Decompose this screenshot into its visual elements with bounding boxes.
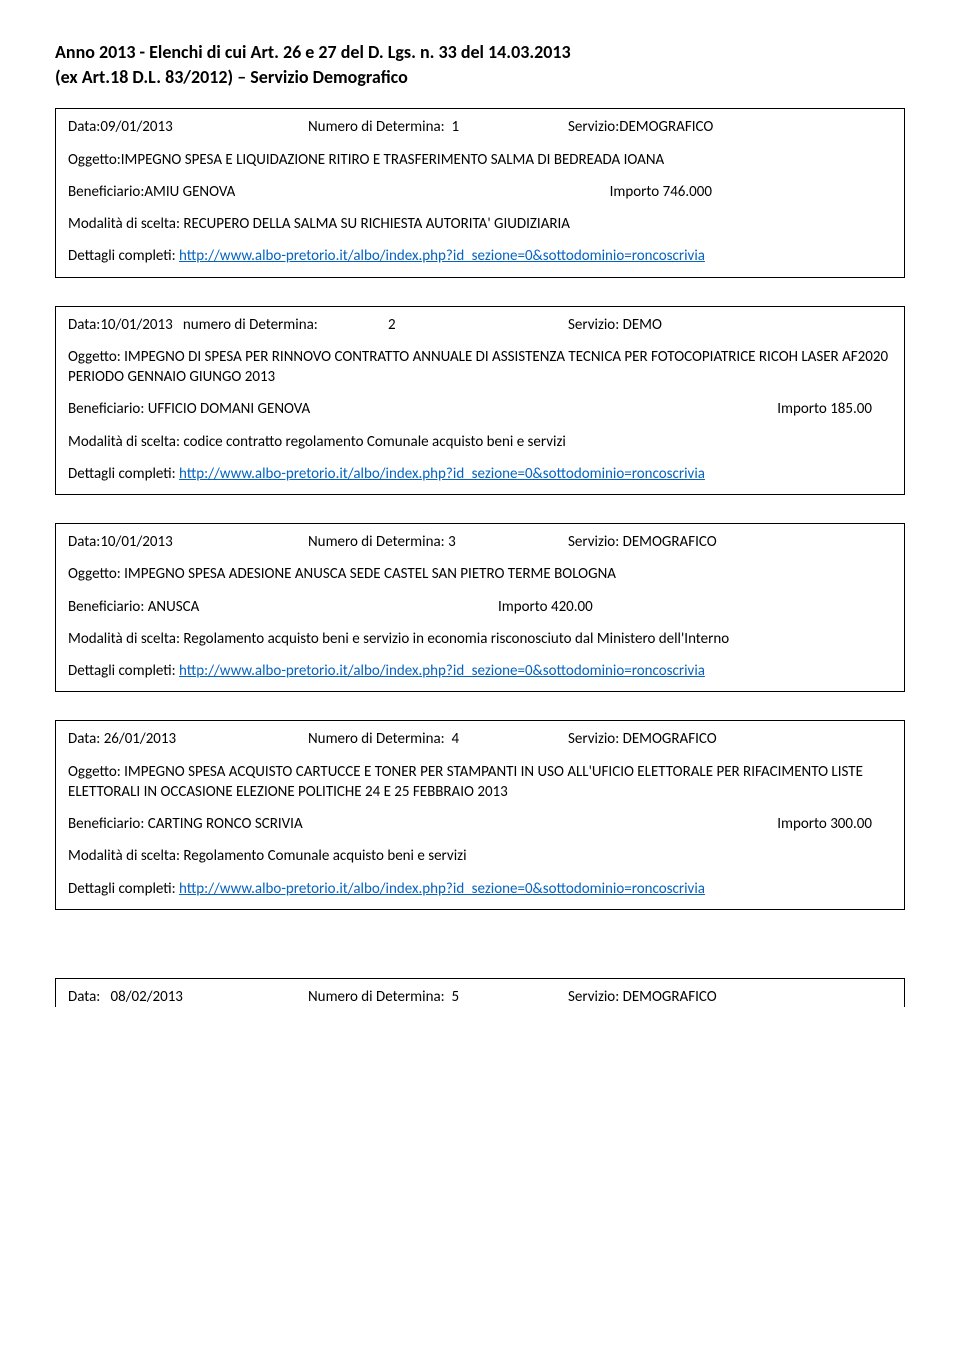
importo: Importo 420.00 bbox=[498, 597, 593, 617]
importo: Importo 185.00 bbox=[777, 399, 892, 419]
determina-num: Numero di Determina: 4 bbox=[308, 729, 568, 749]
modalita: Modalità di scelta: RECUPERO DELLA SALMA… bbox=[68, 214, 892, 234]
dettagli-link[interactable]: http://www.albo-pretorio.it/albo/index.p… bbox=[179, 247, 705, 265]
dettagli: Dettagli completi: http://www.albo-preto… bbox=[68, 246, 892, 266]
modalita: Modalità di scelta: codice contratto reg… bbox=[68, 432, 892, 452]
record-header: Data: 26/01/2013 Numero di Determina: 4 … bbox=[68, 729, 892, 749]
determina-num: Numero di Determina: 1 bbox=[308, 117, 568, 137]
dettagli: Dettagli completi: http://www.albo-preto… bbox=[68, 879, 892, 899]
determina-num: Numero di Determina: 3 bbox=[308, 532, 568, 552]
service: Servizio: DEMOGRAFICO bbox=[568, 729, 717, 749]
dettagli-label: Dettagli completi: bbox=[68, 662, 179, 680]
importo: Importo 746.000 bbox=[610, 182, 892, 202]
dettagli-link[interactable]: http://www.albo-pretorio.it/albo/index.p… bbox=[179, 465, 705, 483]
dettagli: Dettagli completi: http://www.albo-preto… bbox=[68, 661, 892, 681]
service: Servizio: DEMOGRAFICO bbox=[568, 532, 717, 552]
record-4: Data: 26/01/2013 Numero di Determina: 4 … bbox=[55, 720, 905, 910]
date: Data:10/01/2013 bbox=[68, 532, 308, 552]
beneficiario: Beneficiario: UFFICIO DOMANI GENOVA bbox=[68, 399, 777, 419]
beneficiario: Beneficiario: ANUSCA bbox=[68, 597, 498, 617]
beneficiario: Beneficiario: CARTING RONCO SCRIVIA bbox=[68, 814, 777, 834]
dettagli-link[interactable]: http://www.albo-pretorio.it/albo/index.p… bbox=[179, 880, 705, 898]
record-3: Data:10/01/2013 Numero di Determina: 3 S… bbox=[55, 523, 905, 692]
oggetto: Oggetto: IMPEGNO DI SPESA PER RINNOVO CO… bbox=[68, 347, 892, 388]
oggetto: Oggetto: IMPEGNO SPESA ACQUISTO CARTUCCE… bbox=[68, 762, 892, 803]
date: Data:10/01/2013 numero di Determina: bbox=[68, 315, 388, 335]
determina-num: Numero di Determina: 5 bbox=[308, 987, 568, 1007]
dettagli-label: Dettagli completi: bbox=[68, 247, 179, 265]
date: Data: 08/02/2013 bbox=[68, 987, 308, 1007]
page-title-line2: (ex Art.18 D.L. 83/2012) – Servizio Demo… bbox=[55, 66, 408, 88]
record-5: Data: 08/02/2013 Numero di Determina: 5 … bbox=[55, 978, 905, 1007]
service: Servizio: DEMOGRAFICO bbox=[568, 987, 717, 1007]
dettagli-label: Dettagli completi: bbox=[68, 880, 179, 898]
determina-num: 2 bbox=[388, 315, 568, 335]
oggetto: Oggetto: IMPEGNO SPESA ADESIONE ANUSCA S… bbox=[68, 564, 892, 584]
dettagli: Dettagli completi: http://www.albo-preto… bbox=[68, 464, 892, 484]
service: Servizio:DEMOGRAFICO bbox=[568, 117, 713, 137]
dettagli-link[interactable]: http://www.albo-pretorio.it/albo/index.p… bbox=[179, 662, 705, 680]
record-header: Data:10/01/2013 numero di Determina: 2 S… bbox=[68, 315, 892, 335]
page-title: Anno 2013 - Elenchi di cui Art. 26 e 27 … bbox=[55, 40, 905, 90]
importo: Importo 300.00 bbox=[777, 814, 892, 834]
oggetto: Oggetto:IMPEGNO SPESA E LIQUIDAZIONE RIT… bbox=[68, 150, 892, 170]
modalita: Modalità di scelta: Regolamento Comunale… bbox=[68, 846, 892, 866]
record-header: Data:09/01/2013 Numero di Determina: 1 S… bbox=[68, 117, 892, 137]
dettagli-label: Dettagli completi: bbox=[68, 465, 179, 483]
date: Data: 26/01/2013 bbox=[68, 729, 308, 749]
beneficiario: Beneficiario:AMIU GENOVA bbox=[68, 182, 610, 202]
page-title-line1: Anno 2013 - Elenchi di cui Art. 26 e 27 … bbox=[55, 41, 571, 63]
record-header: Data: 08/02/2013 Numero di Determina: 5 … bbox=[68, 987, 892, 1007]
record-2: Data:10/01/2013 numero di Determina: 2 S… bbox=[55, 306, 905, 496]
modalita: Modalità di scelta: Regolamento acquisto… bbox=[68, 629, 892, 649]
record-header: Data:10/01/2013 Numero di Determina: 3 S… bbox=[68, 532, 892, 552]
date: Data:09/01/2013 bbox=[68, 117, 308, 137]
record-1: Data:09/01/2013 Numero di Determina: 1 S… bbox=[55, 108, 905, 277]
service: Servizio: DEMO bbox=[568, 315, 662, 335]
